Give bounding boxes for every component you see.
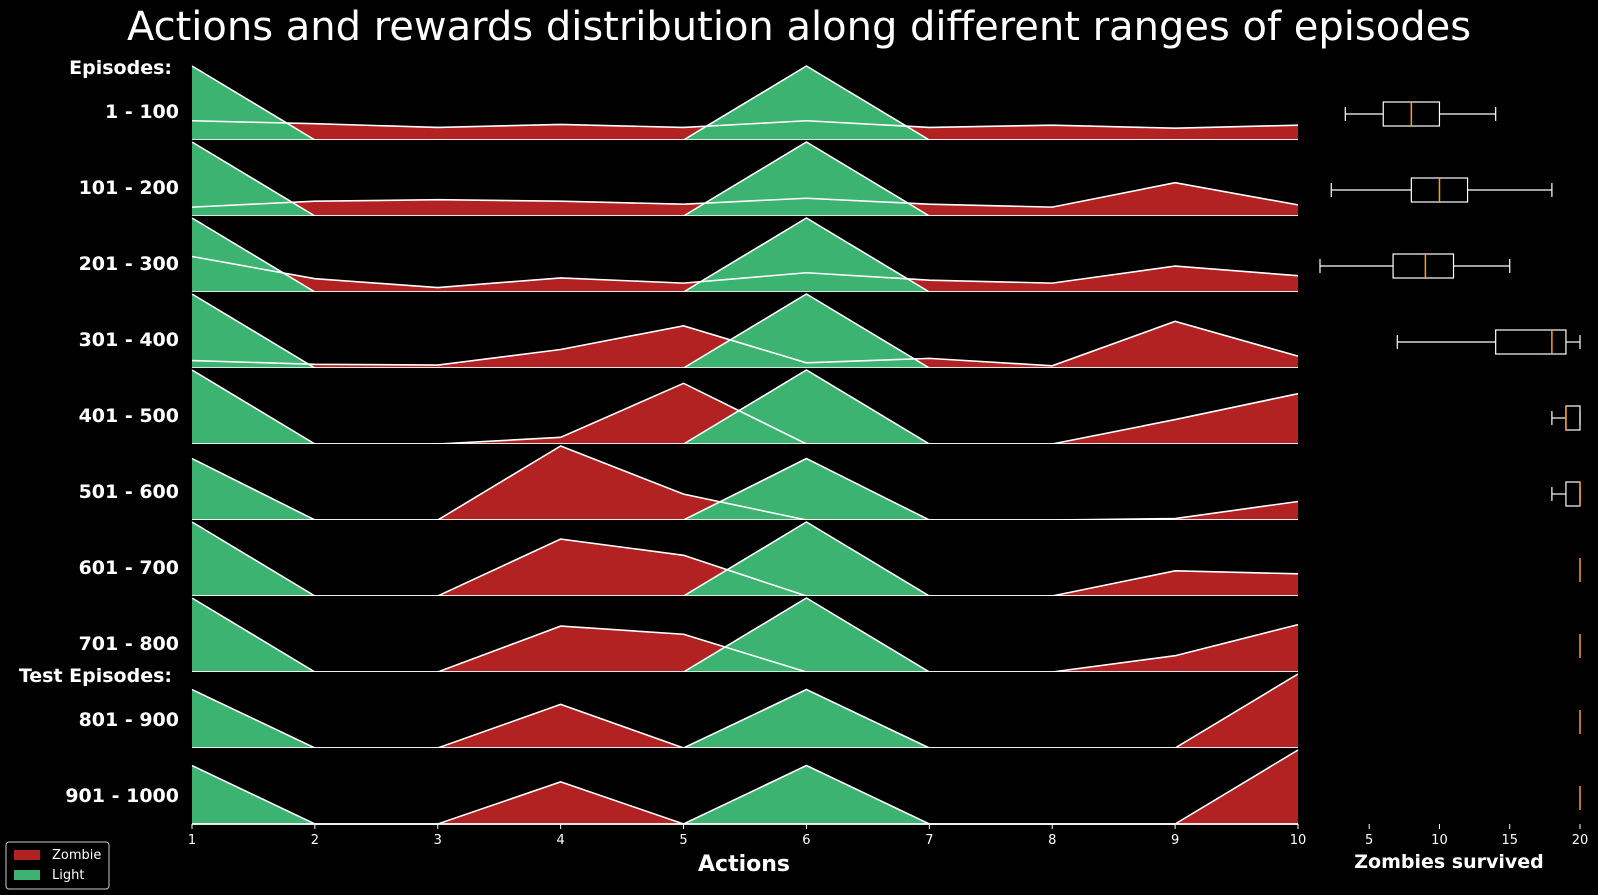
boxplot <box>1551 405 1581 431</box>
test-episodes-header: Test Episodes: <box>19 665 172 687</box>
box-x-tick-label: 15 <box>1501 833 1518 848</box>
legend: Zombie Light <box>5 841 110 890</box>
row-label: 501 - 600 <box>79 481 179 503</box>
row-label: 401 - 500 <box>79 405 179 427</box>
x-tick-label: 5 <box>679 833 687 848</box>
zombies-survived-axis: 5 10 15 20 <box>1365 824 1588 848</box>
x-tick-label: 7 <box>925 833 933 848</box>
boxplot <box>1396 329 1581 355</box>
ridge-row: 1 - 100 <box>105 64 1299 141</box>
boxplot-box <box>1392 253 1455 279</box>
legend-swatch-light <box>14 870 40 880</box>
row-label: 801 - 900 <box>79 709 179 731</box>
x-tick-label: 6 <box>802 833 810 848</box>
boxplot-box <box>1495 329 1567 355</box>
ridge-line-zombie <box>191 320 1299 367</box>
ridge-area-zombie <box>192 182 1298 216</box>
x-tick-label: 4 <box>557 833 565 848</box>
boxplot <box>1551 481 1581 507</box>
ridge-row: 501 - 600 <box>79 444 1299 521</box>
row-label: 301 - 400 <box>79 329 179 351</box>
row-label: 901 - 1000 <box>65 785 179 807</box>
ridge-row: 201 - 300 <box>79 216 1299 293</box>
boxplot-panel <box>1319 101 1581 810</box>
boxplot <box>1330 177 1553 203</box>
box-x-tick-label: 5 <box>1365 833 1373 848</box>
x-tick-label: 8 <box>1048 833 1056 848</box>
x-tick-label: 1 <box>188 833 196 848</box>
x-tick-label: 10 <box>1290 833 1307 848</box>
x-tick-label: 2 <box>311 833 319 848</box>
box-x-tick-label: 20 <box>1572 833 1589 848</box>
legend-swatch-zombie <box>14 850 40 860</box>
ridge-row: 401 - 500 <box>79 368 1299 445</box>
ridge-row: 601 - 700 <box>79 520 1299 597</box>
zombies-survived-axis-label: Zombies survived <box>1354 851 1544 873</box>
ridge-row: 801 - 900 <box>79 672 1299 749</box>
episodes-header: Episodes: <box>69 57 172 79</box>
ridge-rows: 1 - 100 101 - 200 201 - 300 301 - 400 401 - … <box>65 64 1299 825</box>
ridge-row: 701 - 800 <box>79 596 1299 673</box>
box-x-tick-label: 10 <box>1431 833 1448 848</box>
row-label: 201 - 300 <box>79 253 179 275</box>
ridge-line-zombie <box>191 255 1299 289</box>
ridge-row: 301 - 400 <box>79 292 1299 369</box>
x-tick-label: 3 <box>434 833 442 848</box>
ridge-line-zombie <box>191 181 1299 208</box>
ridge-line-zombie <box>191 119 1299 129</box>
row-label: 101 - 200 <box>79 177 179 199</box>
ridge-row: 901 - 1000 <box>65 748 1299 825</box>
row-label: 701 - 800 <box>79 633 179 655</box>
legend-label-zombie: Zombie <box>52 848 101 863</box>
row-label: 601 - 700 <box>79 557 179 579</box>
legend-label-light: Light <box>52 868 84 883</box>
x-tick-label: 9 <box>1171 833 1179 848</box>
ridge-row: 101 - 200 <box>79 140 1299 217</box>
row-label: 1 - 100 <box>105 101 179 123</box>
actions-axis-label: Actions <box>698 852 790 877</box>
actions-axis: 1 2 3 4 5 6 7 8 9 10 <box>188 824 1306 848</box>
chart-title: Actions and rewards distribution along d… <box>127 4 1471 50</box>
boxplot <box>1319 253 1511 279</box>
boxplot <box>1344 101 1497 127</box>
